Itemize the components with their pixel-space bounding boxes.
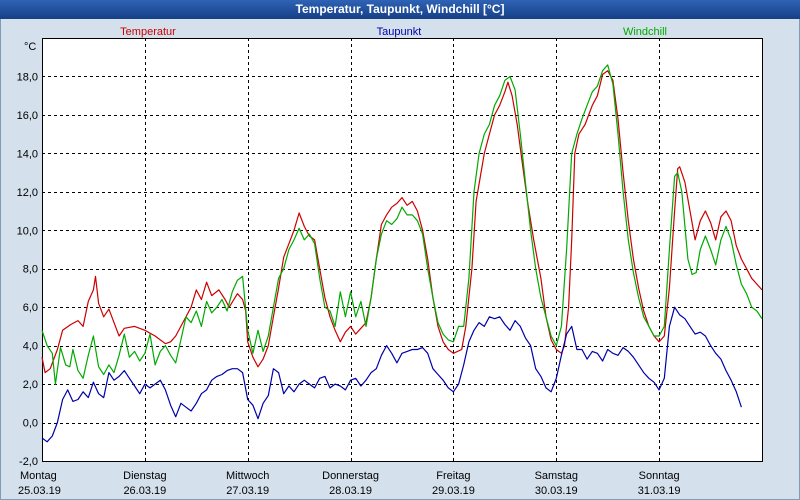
day-name-label: Montag xyxy=(20,470,57,482)
series-taupunkt-line xyxy=(41,306,742,443)
day-date-label: 31.03.19 xyxy=(638,485,681,497)
y-axis-ticks: 18,0 16,0 14,0 12,0 10,0 8,0 6,0 4,0 2,0 0,0 -2,0 xyxy=(17,71,38,468)
day-name-label: Sonntag xyxy=(639,470,680,482)
day-name-label: Freitag xyxy=(436,470,470,482)
grid-lines xyxy=(42,38,762,461)
y-tick-label: 16,0 xyxy=(17,110,38,122)
day-date-label: 26.03.19 xyxy=(123,485,166,497)
legend-windchill: Windchill xyxy=(623,26,667,38)
x-axis-day-labels: Montag 25.03.19 Dienstag 26.03.19 Mittwoch 27… xyxy=(18,470,681,497)
y-tick-label: 2,0 xyxy=(23,379,38,391)
window-title: Temperatur, Taupunkt, Windchill [°C] xyxy=(0,0,800,19)
y-tick-label: 18,0 xyxy=(17,71,38,83)
y-tick-label: 4,0 xyxy=(23,341,38,353)
legend: Temperatur Taupunkt Windchill xyxy=(120,26,667,38)
day-date-label: 30.03.19 xyxy=(535,485,578,497)
y-tick-label: 0,0 xyxy=(23,418,38,430)
day-name-label: Donnerstag xyxy=(322,470,379,482)
day-name-label: Dienstag xyxy=(123,470,166,482)
series-windchill-line xyxy=(41,64,763,385)
y-tick-label: 6,0 xyxy=(23,302,38,314)
day-name-label: Mittwoch xyxy=(226,470,269,482)
day-date-label: 27.03.19 xyxy=(226,485,269,497)
y-tick-label: 14,0 xyxy=(17,148,38,160)
legend-temperatur: Temperatur xyxy=(120,26,176,38)
day-name-label: Samstag xyxy=(535,470,578,482)
y-axis-unit-label: °C xyxy=(24,41,36,53)
y-tick-label: 8,0 xyxy=(23,264,38,276)
day-date-label: 28.03.19 xyxy=(329,485,372,497)
legend-taupunkt: Taupunkt xyxy=(377,26,422,38)
y-tick-label: 12,0 xyxy=(17,187,38,199)
y-tick-label: 10,0 xyxy=(17,225,38,237)
day-date-label: 29.03.19 xyxy=(432,485,475,497)
plot-area xyxy=(42,38,763,462)
y-tick-label: -2,0 xyxy=(19,456,38,468)
day-date-label: 25.03.19 xyxy=(18,485,61,497)
series-layer xyxy=(41,64,763,443)
